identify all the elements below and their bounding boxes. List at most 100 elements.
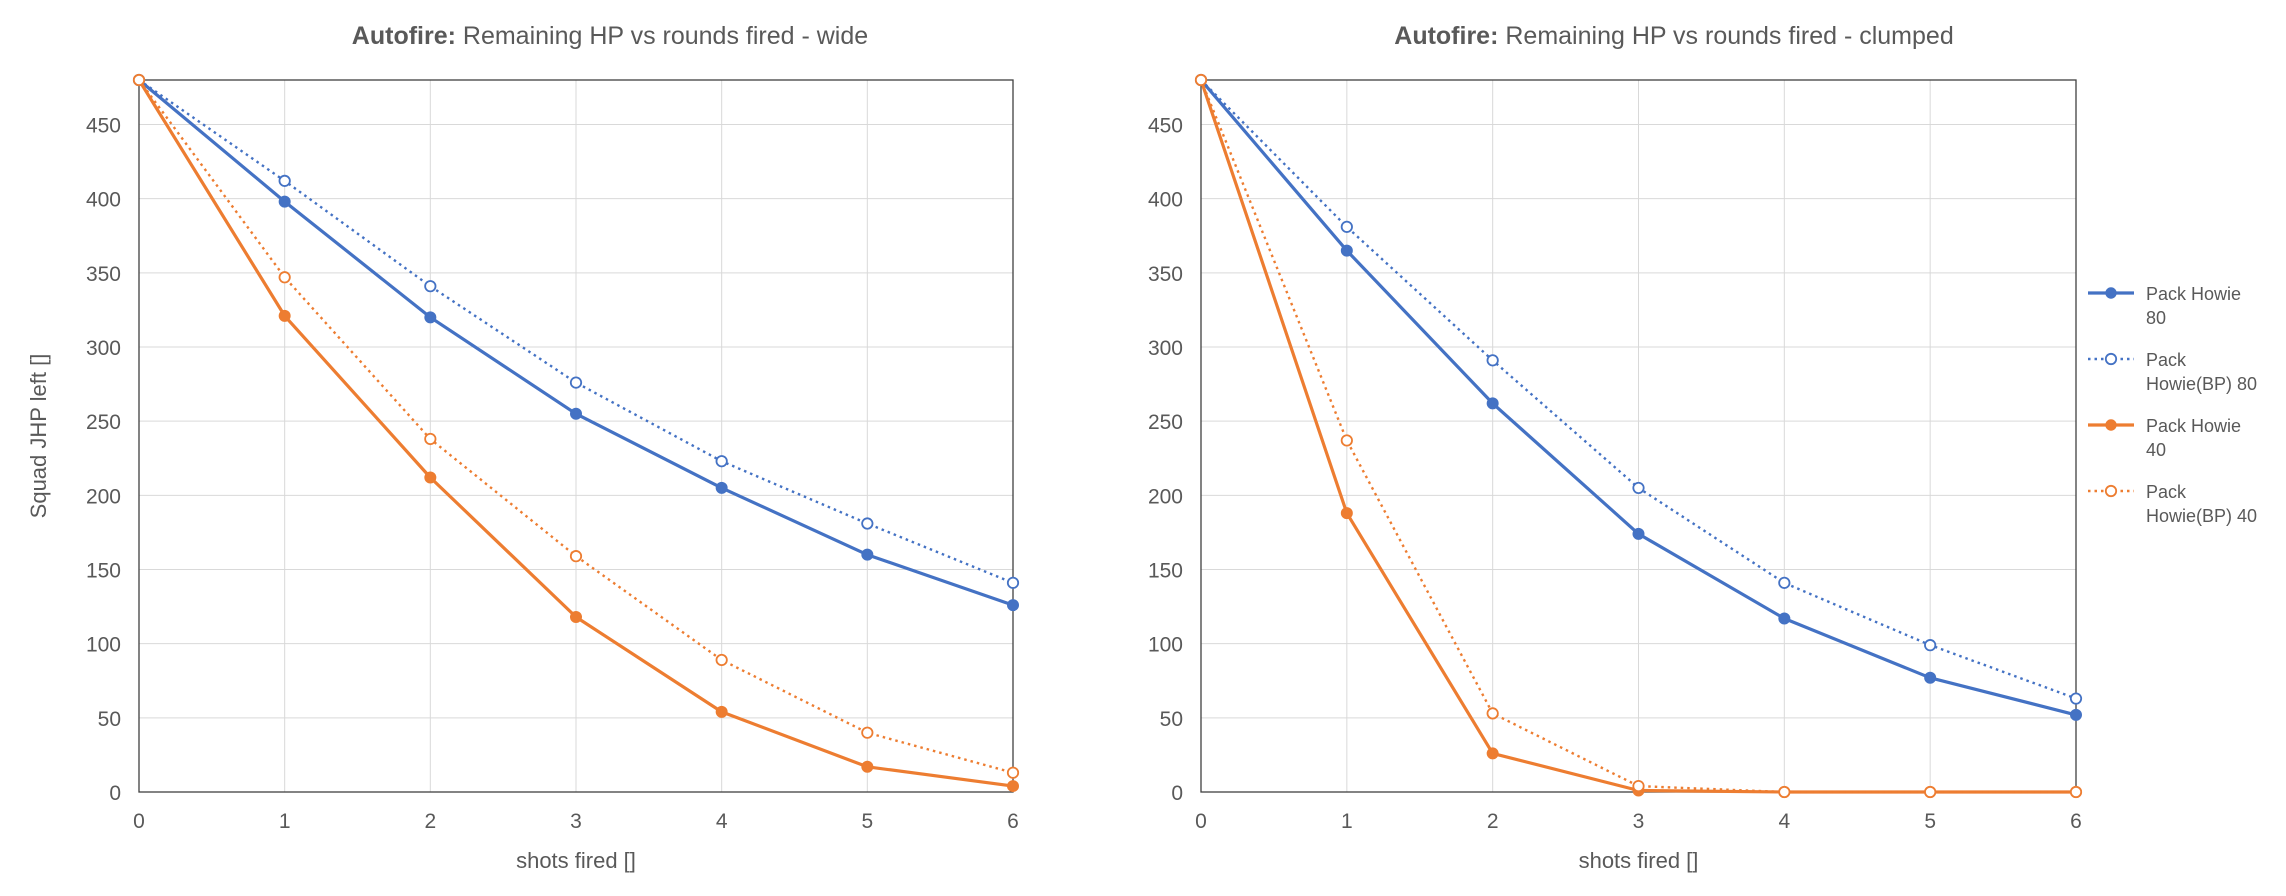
legend-label-line2: 80 [2146,308,2166,328]
chart-title-bold: Autofire: [352,22,456,50]
data-point [278,195,291,208]
data-point [1486,397,1499,410]
data-point [569,550,583,563]
legend-label-line1: Pack Howie [2146,284,2241,304]
data-point [1924,671,1937,684]
legend-marker [2104,484,2118,498]
x-tick-label: 0 [133,810,145,833]
y-axis-label: Squad JHP left [] [26,354,51,519]
data-point [570,610,582,623]
y-tick-label: 150 [1148,560,1183,583]
data-point [1007,780,1019,793]
data-point [424,432,437,446]
data-point [278,271,291,284]
x-tick-label: 2 [424,810,436,833]
chart-2: 0 50 100 150 200 250 300 350 400 450 0 1 2 3 4 5 6 Autofi… [1148,22,2083,873]
data-point [1632,779,1645,793]
data-point [1486,747,1499,760]
data-point [1486,354,1499,367]
x-tick-label: 0 [1195,810,1207,833]
legend-marker [2104,352,2118,366]
chart-title-rest: Remaining HP vs rounds fired - wide [456,22,868,50]
legend-label-line1: Pack [2146,482,2187,502]
chart-title: Autofire: Remaining HP vs rounds fired -… [1394,22,1953,50]
legend-marker [2105,287,2117,299]
data-point [1340,434,1353,447]
data-point [861,726,874,739]
data-point [1778,785,1791,799]
data-point [278,309,291,322]
x-tick-label: 1 [279,810,291,833]
legend-label-line1: Pack Howie [2146,416,2241,436]
y-tick-label: 50 [1160,708,1183,731]
data-point [1924,785,1937,799]
data-point [1006,576,1020,589]
data-point [569,376,583,389]
data-point [424,471,437,484]
legend-label-line2: Howie(BP) 80 [2146,374,2257,394]
x-tick-label: 2 [1487,810,1499,833]
y-tick-label: 250 [1148,411,1183,434]
y-tick-label: 350 [1148,263,1183,286]
x-tick-label: 1 [1341,810,1353,833]
y-tick-label: 200 [86,485,121,508]
data-point [278,174,291,187]
x-tick-label: 6 [2070,810,2082,833]
data-point [570,407,582,420]
data-point [861,760,874,773]
x-axis-label: shots fired [] [1579,848,1699,873]
chart-title-bold: Autofire: [1394,22,1498,50]
data-point [2069,692,2083,705]
data-point [1486,707,1499,720]
data-point [715,653,728,667]
data-point [1778,576,1791,589]
y-tick-label: 300 [86,337,121,360]
data-point [715,705,728,718]
data-point [424,311,437,324]
chart-title: Autofire: Remaining HP vs rounds fired -… [352,22,868,50]
legend-entry: Pack Howie 40 [2088,416,2241,460]
data-point [715,455,728,468]
y-tick-label: 150 [86,560,121,583]
legend-label-line2: 40 [2146,440,2166,460]
legend-marker [2105,419,2117,431]
data-point [132,73,146,87]
data-point [1924,639,1937,652]
y-tick-label: 300 [1148,337,1183,360]
y-tick-label: 400 [86,189,121,212]
data-point [861,548,874,561]
legend-entry: Pack Howie(BP) 80 [2088,350,2257,394]
chart-title-rest: Remaining HP vs rounds fired - clumped [1498,22,1953,50]
y-tick-label: 200 [1148,485,1183,508]
legend-entry: Pack Howie(BP) 40 [2088,482,2257,526]
legend: Pack Howie 80 Pack Howie(BP) 80 Pack Howie 40… [2088,284,2257,526]
x-tick-label: 3 [1633,810,1645,833]
chart-1: 0 50 100 150 200 250 300 350 400 450 0 1 2 3 4 5 6 Autofi… [26,22,1020,873]
data-point [2070,708,2082,721]
data-point [1632,481,1645,495]
y-tick-label: 0 [109,782,121,805]
x-axis-label: shots fired [] [516,848,636,873]
y-tick-label: 450 [1148,115,1183,138]
data-point [1778,612,1791,625]
y-tick-label: 50 [98,708,121,731]
legend-entry: Pack Howie 80 [2088,284,2241,328]
plot-frame [138,79,1014,793]
data-point [1632,527,1645,540]
y-tick-label: 0 [1171,782,1183,805]
x-tick-label: 5 [1924,810,1936,833]
y-tick-label: 450 [86,115,121,138]
data-point [861,517,874,530]
data-point [1194,73,1208,87]
legend-label-line1: Pack [2146,350,2187,370]
legend-label-line2: Howie(BP) 40 [2146,506,2257,526]
x-tick-label: 3 [570,810,582,833]
data-point [1007,599,1019,612]
data-point [1006,766,1020,779]
data-point [715,481,728,494]
data-point [1340,220,1353,233]
y-tick-label: 400 [1148,189,1183,212]
y-tick-label: 350 [86,263,121,286]
